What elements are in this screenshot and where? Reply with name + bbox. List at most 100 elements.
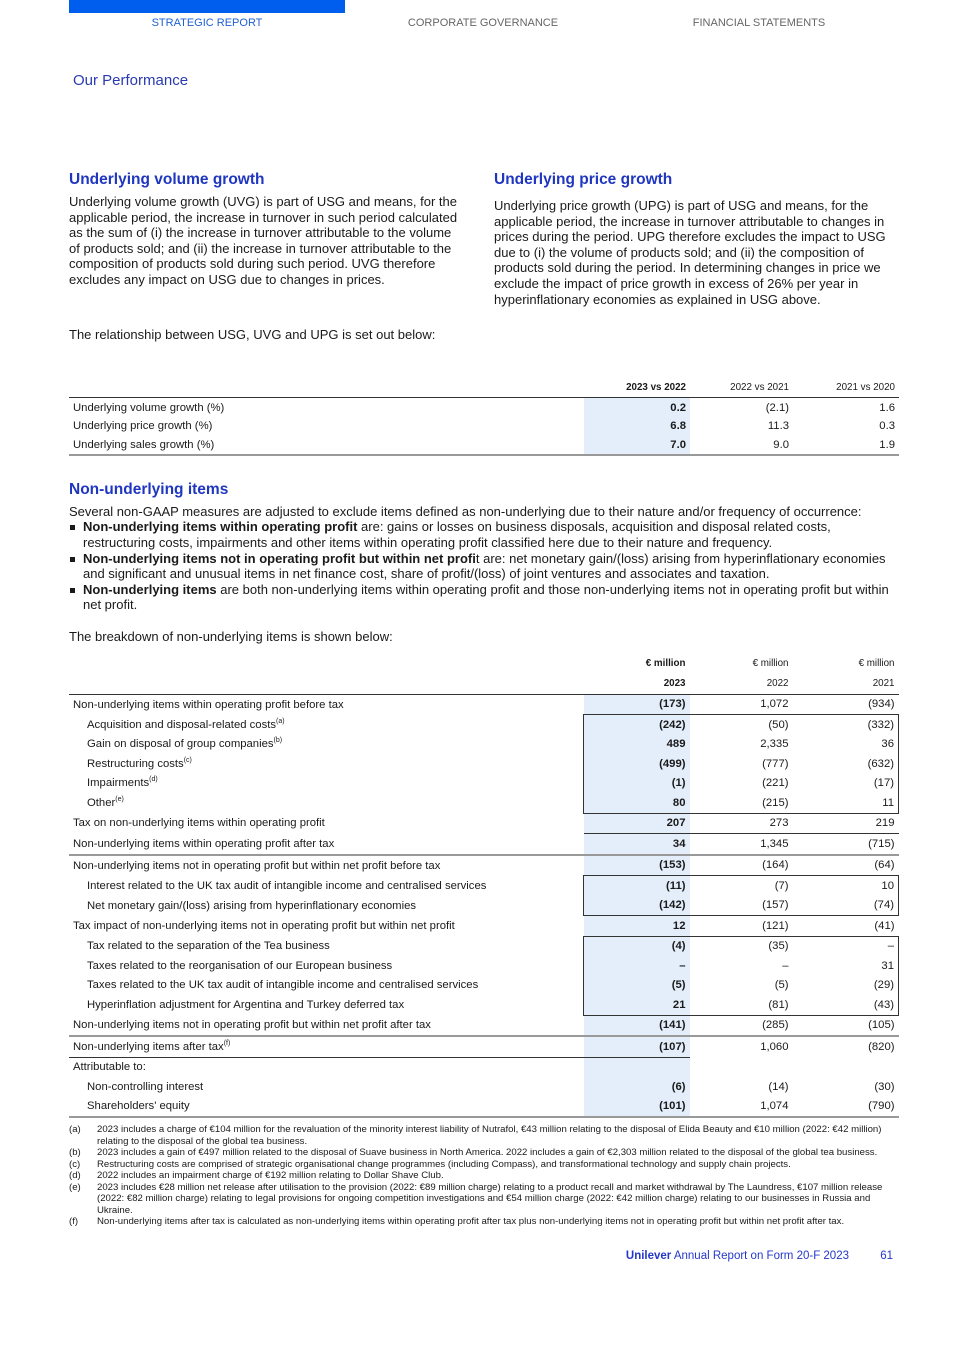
- cell-value: (157): [689, 895, 793, 916]
- non-underlying-intro: Several non-GAAP measures are adjusted t…: [69, 503, 862, 519]
- cell-value: 12: [583, 915, 690, 936]
- cell-value: 10: [792, 875, 899, 896]
- cell-value: [690, 1057, 793, 1077]
- cell-value: (81): [689, 995, 793, 1016]
- cell-value: (153): [583, 854, 690, 876]
- upg-block: Underlying price growth Underlying price…: [494, 170, 899, 307]
- cell-value: (35): [689, 935, 793, 956]
- tab-financial-statements[interactable]: FINANCIAL STATEMENTS: [692, 17, 826, 29]
- row-label: Shareholders' equity: [69, 1096, 584, 1118]
- row-label: Interest related to the UK tax audit of …: [87, 879, 487, 892]
- bullet-bold: Non-underlying items within operating pr…: [83, 519, 358, 535]
- cell-value: 1,060: [760, 1041, 789, 1053]
- row-label: Non-underlying items not in operating pr…: [69, 1015, 584, 1037]
- breakdown-text: The breakdown of non-underlying items is…: [69, 628, 393, 644]
- table-row: Attributable to:: [69, 1057, 899, 1077]
- row-label: Gain on disposal of group companies(b): [87, 737, 283, 751]
- cell-value: (7): [689, 875, 793, 896]
- cell-value: (4): [583, 935, 690, 956]
- cell-value: –: [782, 959, 789, 972]
- active-tab-indicator: [69, 0, 345, 13]
- table-row: Gain on disposal of group companies(b) 48…: [69, 734, 899, 754]
- unit-header-cell: € million: [752, 658, 789, 670]
- bullet-list: Non-underlying items within operating pr…: [69, 519, 899, 613]
- column-header: 2022 vs 2021: [690, 378, 793, 399]
- footnote-key: (c): [69, 1158, 81, 1170]
- cell-value: 0.2: [584, 397, 690, 417]
- non-underlying-block: Non-underlying items Several non-GAAP me…: [69, 480, 899, 645]
- cell-value: (41): [874, 919, 895, 932]
- row-label: Non-underlying items within operating pr…: [73, 698, 344, 711]
- cell-value: (29): [792, 975, 899, 995]
- row-label: Impairments(d): [87, 776, 158, 790]
- row-label: Tax impact of non-underlying items not i…: [73, 919, 455, 932]
- unit-header-cell: € million: [645, 658, 686, 670]
- cell-value: (50): [689, 714, 793, 735]
- table-row: Tax related to the separation of the Tea…: [69, 935, 899, 956]
- row-label: Underlying volume growth (%): [73, 401, 225, 414]
- footnote-text: Non-underlying items after tax is calcul…: [97, 1216, 845, 1227]
- cell-value: 1,074: [689, 1096, 793, 1118]
- column-header: 2023 vs 2022: [584, 378, 690, 399]
- footnote-ref: (f): [223, 1039, 231, 1047]
- cell-value: (105): [792, 1015, 899, 1037]
- cell-value: –: [792, 935, 899, 956]
- upg-text: Underlying price growth (UPG) is part of…: [494, 198, 886, 307]
- cell-value: (6): [583, 1077, 690, 1097]
- footnote: (d) 2022 includes an impairment charge of…: [69, 1170, 899, 1182]
- bullet-item: Non-underlying items not in operating pr…: [69, 551, 899, 582]
- unit-header: € million € million € million: [69, 655, 899, 675]
- nav-tab-wrapper: STRATEGIC REPORT: [69, 0, 345, 40]
- row-label: Non-underlying items not in operating pr…: [73, 859, 441, 872]
- row-label: Underlying sales growth (%): [69, 435, 584, 456]
- row-label: Acquisition and disposal-related costs(a…: [87, 717, 285, 731]
- row-label: Other(e): [87, 796, 124, 809]
- footnote-ref: (c): [183, 756, 192, 764]
- cell-value: (499): [583, 754, 690, 774]
- table-row: Tax impact of non-underlying items not i…: [69, 915, 899, 936]
- footnote-key: (b): [69, 1147, 81, 1158]
- row-label: Attributable to:: [73, 1061, 146, 1074]
- cell-value: [583, 1057, 690, 1077]
- table-row: Tax on non-underlying items within opera…: [69, 813, 899, 834]
- table-row: Restructuring costs(c) (499) (777) (632): [69, 754, 899, 774]
- uvg-text: Underlying volume growth (UVG) is part o…: [69, 194, 458, 287]
- table-row: Underlying volume growth (%) 0.2 (2.1) 1.6: [69, 397, 899, 417]
- table-row: Acquisition and disposal-related costs(a…: [69, 714, 899, 735]
- cell-value: (332): [792, 714, 899, 735]
- nav-tab-wrapper: CORPORATE GOVERNANCE: [345, 0, 621, 40]
- footnotes: (a) 2023 includes a charge of €104 millio…: [69, 1124, 899, 1228]
- row-label: Underlying price growth (%): [73, 420, 213, 432]
- row-label: Net monetary gain/(loss) arising from hy…: [87, 899, 417, 912]
- cell-value: (2.1): [765, 401, 789, 414]
- cell-value: (934): [868, 698, 895, 711]
- tab-corporate-governance[interactable]: CORPORATE GOVERNANCE: [407, 17, 559, 29]
- cell-value: 9.0: [690, 435, 793, 456]
- table-row: Taxes related to the UK tax audit of int…: [69, 975, 899, 995]
- footnote-ref: (e): [115, 796, 124, 804]
- footer: Unilever Annual Report on Form 20-F 2023…: [69, 1250, 899, 1262]
- table-row: Impairments(d) (1) (221) (17): [69, 773, 899, 793]
- table-row: Shareholders' equity (101) 1,074 (790): [69, 1096, 899, 1118]
- cell-value: 1.6: [879, 401, 895, 414]
- tab-strategic-report[interactable]: STRATEGIC REPORT: [151, 17, 263, 29]
- table-row: Underlying sales growth (%) 7.0 9.0 1.9: [69, 435, 899, 456]
- cell-value: 21: [583, 995, 690, 1016]
- page-number: 61: [880, 1249, 893, 1262]
- header-label: [69, 655, 584, 675]
- row-label: Non-underlying items within operating pr…: [69, 833, 584, 856]
- table-row: Net monetary gain/(loss) arising from hy…: [69, 895, 899, 916]
- cell-value: 1,345: [689, 833, 793, 856]
- cell-value: (820): [868, 1041, 895, 1053]
- cell-value: 11.3: [767, 420, 789, 432]
- cell-value: 207: [583, 813, 690, 834]
- cell-value: (5): [583, 975, 690, 995]
- year-header-cell: 2022: [689, 674, 793, 695]
- cell-value: (141): [583, 1015, 690, 1037]
- cell-value: 11: [792, 793, 899, 814]
- upg-heading: Underlying price growth: [494, 171, 673, 188]
- cell-value: (74): [792, 895, 899, 916]
- table-row: Non-underlying items within operating pr…: [69, 694, 899, 715]
- year-header-cell: 2021: [792, 674, 899, 695]
- cell-value: (173): [583, 694, 690, 715]
